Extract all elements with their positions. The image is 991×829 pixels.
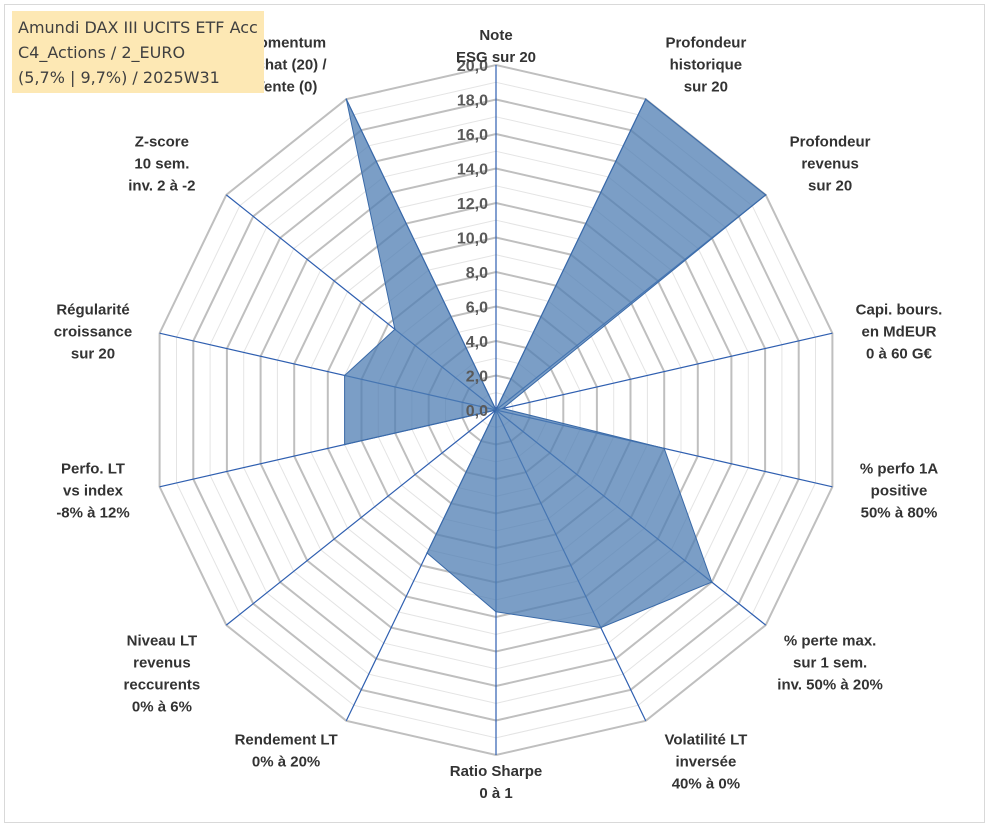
axis-label: % perfo 1A — [860, 460, 939, 477]
tick-label: 16,0 — [457, 127, 488, 144]
series-point — [663, 447, 665, 450]
axis-label: 50% à 80% — [861, 504, 938, 521]
axis-label: Momentum — [246, 34, 326, 51]
series-point — [343, 443, 346, 446]
axis-label: vs index — [63, 482, 124, 499]
axis-label: inv. 2 à -2 — [128, 177, 195, 194]
tick-label: 18,0 — [457, 93, 488, 110]
axis-label: Régularité — [56, 302, 129, 319]
series-point — [426, 552, 428, 554]
axis-label: 0% à 20% — [252, 754, 320, 771]
axis-label: Rendement LT — [235, 732, 338, 749]
title-line-stats: (5,7% | 9,7%) / 2025W31 — [18, 68, 220, 87]
series-point — [343, 374, 346, 377]
series-point — [345, 98, 348, 100]
axis-label: Ratio Sharpe — [450, 763, 543, 780]
axis-label: sur 20 — [684, 78, 728, 95]
axis-label: inversée — [675, 754, 736, 771]
series-point — [495, 409, 497, 411]
axis-spoke — [225, 409, 497, 626]
tick-label: 4,0 — [466, 334, 488, 351]
series-point — [711, 581, 713, 583]
axis-label: croissance — [54, 324, 132, 341]
tick-label: 14,0 — [457, 162, 488, 179]
series-point — [495, 611, 497, 613]
axis-label: revenus — [133, 655, 191, 672]
series-point — [644, 98, 647, 100]
tick-label: 0,0 — [466, 403, 488, 420]
axis-label: sur 20 — [71, 346, 115, 363]
axis-label: Z-score — [135, 133, 189, 150]
axis-label: 10 sem. — [134, 155, 189, 172]
tick-label: 2,0 — [466, 369, 488, 386]
axis-label: reccurents — [124, 677, 201, 694]
axis-label: Volatilité LT — [665, 732, 748, 749]
chart-title-box: Amundi DAX III UCITS ETF Acc C4_Actions … — [12, 11, 264, 93]
tick-label: 10,0 — [457, 231, 488, 248]
axis-label: sur 20 — [808, 177, 852, 194]
axis-label: en MdEUR — [862, 324, 937, 341]
axis-label: 40% à 0% — [672, 776, 740, 793]
axis-label: Vente (0) — [255, 78, 318, 95]
axis-label: Niveau LT — [127, 633, 198, 650]
axis-label: 0 à 1 — [479, 785, 512, 802]
axis-label: % perte max. — [784, 633, 877, 650]
axis-label: positive — [871, 482, 928, 499]
axis-label: -8% à 12% — [56, 504, 129, 521]
tick-label: 20,0 — [457, 58, 488, 75]
axis-label: revenus — [801, 155, 859, 172]
axis-label: Note — [479, 27, 512, 44]
axis-label: ESG sur 20 — [456, 49, 536, 66]
axis-label: 0% à 6% — [132, 699, 192, 716]
series-point — [394, 328, 396, 331]
axis-label: inv. 50% à 20% — [777, 677, 883, 694]
axis-spoke — [495, 332, 833, 411]
tick-label: 6,0 — [466, 300, 488, 317]
tick-label: 12,0 — [457, 196, 488, 213]
series-point — [501, 407, 504, 410]
axis-label: Capi. bours. — [856, 302, 943, 319]
axis-label: Profondeur — [790, 133, 871, 150]
series-point — [764, 194, 767, 196]
axis-label: Achat (20) / — [246, 56, 328, 73]
axis-label: historique — [670, 56, 743, 73]
axis-label: 0 à 60 G€ — [866, 346, 933, 363]
axis-label: sur 1 sem. — [793, 655, 867, 672]
title-line-category: C4_Actions / 2_EURO — [18, 43, 186, 62]
axis-label: Perfo. LT — [61, 460, 125, 477]
series-point — [600, 626, 602, 629]
axis-label: Profondeur — [665, 34, 746, 51]
tick-label: 8,0 — [466, 265, 488, 282]
title-line-fund: Amundi DAX III UCITS ETF Acc — [18, 18, 258, 37]
